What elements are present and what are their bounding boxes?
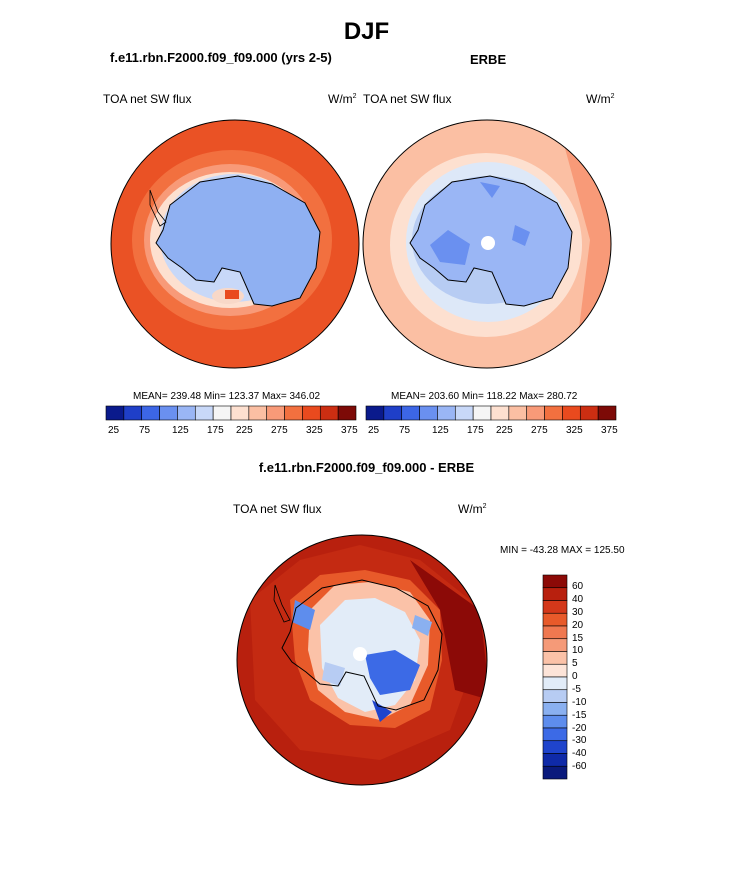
diff-title: f.e11.rbn.F2000.f09_f09.000 - ERBE [258,460,475,475]
legend-swatch [542,714,568,729]
colorbar-swatch [472,405,492,421]
legend-swatch [542,638,568,652]
colorbar-swatch [266,405,285,421]
colorbar-swatch [212,405,232,421]
panel2-colorbar [365,405,617,421]
colorbar-swatch [579,405,599,421]
colorbar-swatch [105,405,125,421]
colorbar-swatch [383,405,403,421]
panel1-colorbar-labels: 25 75 125 175 225 275 325 375 [108,425,358,436]
legend-swatch [542,574,568,589]
legend-swatch [542,702,568,716]
legend-swatch [542,727,568,742]
legend-swatch [542,689,568,703]
legend-swatch [542,651,568,665]
colorbar-swatch [526,405,545,421]
legend-swatch [542,587,568,601]
page-title: DJF [343,18,390,45]
legend-swatch [542,600,568,614]
legend-swatch [542,676,568,691]
diff-field-label: TOA net SW flux [233,502,322,516]
panel2-field-label: TOA net SW flux [363,92,452,106]
legend-swatch [542,612,568,627]
panel2-units: W/m2 [586,92,615,106]
colorbar-swatch [597,405,617,421]
diff-units: W/m2 [458,502,487,516]
legend-swatch [542,753,568,767]
panel1-case-title: f.e11.rbn.F2000.f09_f09.000 (yrs 2-5) [110,50,332,65]
colorbar-swatch [401,405,420,421]
legend-swatch [542,740,568,754]
colorbar-swatch [544,405,563,421]
colorbar-swatch [319,405,339,421]
panel1-stats: MEAN= 239.48 Min= 123.37 Max= 346.02 [133,391,321,402]
diff-colorbar [542,574,568,780]
legend-swatch [542,625,568,640]
panel1-colorbar [105,405,357,421]
legend-swatch [542,663,568,678]
colorbar-swatch [194,405,214,421]
colorbar-swatch [337,405,357,421]
colorbar-swatch [177,405,196,421]
colorbar-swatch [159,405,178,421]
colorbar-swatch [302,405,321,421]
colorbar-swatch [437,405,456,421]
panel1-field-label: TOA net SW flux [103,92,192,106]
panel2-stats: MEAN= 203.60 Min= 118.22 Max= 280.72 [391,391,578,402]
colorbar-swatch [284,405,303,421]
diff-minmax: MIN = -43.28 MAX = 125.50 [500,545,625,556]
legend-swatch [542,765,568,780]
colorbar-swatch [365,405,385,421]
colorbar-swatch [123,405,143,421]
colorbar-swatch [490,405,510,421]
colorbar-swatch [248,405,268,421]
panel2-case-title: ERBE [470,52,507,67]
colorbar-swatch [562,405,581,421]
diff-colorbar-labels: 60 40 30 20 15 10 5 0 -5 -10 -15 -20 -30… [572,581,587,772]
colorbar-swatch [508,405,528,421]
colorbar-swatch [230,405,250,421]
panel1-units: W/m2 [328,92,357,106]
colorbar-swatch [419,405,438,421]
colorbar-swatch [454,405,474,421]
panel2-colorbar-labels: 25 75 125 175 225 275 325 375 [368,425,618,436]
colorbar-swatch [141,405,160,421]
